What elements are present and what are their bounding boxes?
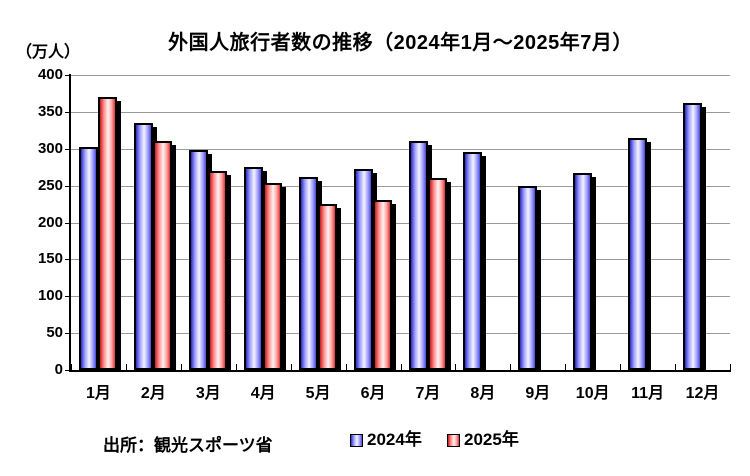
legend-item-2024年: 2024年	[350, 431, 422, 449]
x-tick-12	[730, 364, 731, 370]
x-tick-9	[565, 364, 567, 370]
x-axis-label-2月: 2月	[140, 385, 166, 402]
x-tick-10	[620, 364, 622, 370]
y-tick-300	[65, 148, 71, 150]
x-axis-label-7月: 7月	[415, 385, 441, 402]
y-tick-150	[65, 259, 71, 261]
legend-label: 2024年	[367, 430, 422, 449]
x-axis-label-4月: 4月	[250, 385, 276, 402]
y-tick-0	[65, 370, 71, 371]
bar-2024年-5月	[298, 176, 318, 370]
x-tick-0	[71, 364, 72, 370]
x-axis-label-12月: 12月	[685, 385, 720, 402]
y-axis-label-350: 350	[37, 102, 63, 120]
x-tick-4	[290, 364, 292, 370]
gridline-350	[71, 111, 730, 113]
bar-2025年-6月	[372, 200, 392, 370]
bar-2024年-6月	[353, 168, 373, 370]
y-tick-400	[65, 75, 71, 76]
bar-2024年-9月	[518, 185, 538, 370]
y-tick-250	[65, 185, 71, 187]
y-axis-label-100: 100	[37, 287, 63, 305]
x-tick-3	[235, 364, 237, 370]
bar-2024年-2月	[133, 122, 153, 370]
y-axis-label-250: 250	[37, 176, 63, 194]
bar-2024年-11月	[628, 138, 648, 370]
x-axis-label-1月: 1月	[86, 385, 111, 402]
y-axis-label-400: 400	[37, 66, 63, 83]
x-axis-label-6月: 6月	[360, 385, 386, 402]
x-tick-2	[180, 364, 182, 370]
bar-2024年-3月	[188, 150, 208, 370]
x-axis-line	[69, 370, 731, 372]
bar-2024年-7月	[408, 141, 428, 370]
chart-title: 外国人旅行者数の推移（2024年1月～2025年7月）	[168, 32, 633, 54]
bar-2024年-12月	[683, 103, 703, 370]
x-tick-1	[125, 364, 127, 370]
gridline-150	[71, 259, 730, 261]
y-axis-label-300: 300	[37, 139, 63, 157]
bar-2025年-5月	[317, 204, 337, 370]
y-axis-label-200: 200	[37, 213, 63, 231]
y-tick-100	[65, 296, 71, 298]
x-tick-5	[345, 364, 347, 370]
x-axis-label-11月: 11月	[631, 385, 665, 402]
bar-2024年-10月	[573, 173, 593, 370]
y-axis-label-50: 50	[46, 324, 63, 342]
gridline-50	[71, 333, 730, 335]
y-axis-unit-label: （万人）	[16, 44, 81, 61]
x-axis-label-5月: 5月	[305, 385, 331, 402]
gridline-200	[71, 222, 730, 224]
legend-item-2025年: 2025年	[447, 431, 519, 449]
gridline-250	[71, 185, 730, 187]
x-axis-label-8月: 8月	[470, 385, 496, 402]
y-tick-50	[65, 333, 71, 335]
legend-swatch-icon	[447, 433, 460, 447]
gridline-300	[71, 148, 730, 150]
gridline-100	[71, 296, 730, 298]
x-axis-label-10月: 10月	[575, 385, 610, 402]
bar-2025年-2月	[152, 140, 172, 370]
y-tick-350	[65, 111, 71, 113]
x-tick-8	[510, 364, 512, 370]
source-label: 出所：観光スポーツ省	[103, 436, 273, 455]
y-axis-line	[69, 74, 71, 371]
x-tick-7	[455, 364, 457, 370]
legend-label: 2025年	[464, 430, 519, 449]
x-axis-label-9月: 9月	[525, 385, 551, 402]
bar-2025年-1月	[98, 97, 117, 370]
y-tick-200	[65, 222, 71, 224]
legend-swatch-icon	[350, 433, 363, 447]
bar-2025年-4月	[262, 183, 282, 370]
x-tick-11	[675, 364, 677, 370]
bar-2025年-3月	[207, 170, 227, 370]
bar-2025年-7月	[427, 178, 447, 370]
gridline-400	[71, 75, 730, 76]
x-tick-6	[400, 364, 402, 370]
bar-2024年-1月	[79, 146, 98, 370]
bar-2024年-4月	[243, 167, 263, 370]
x-axis-label-3月: 3月	[195, 385, 221, 402]
y-axis-label-150: 150	[37, 250, 63, 268]
bar-2024年-8月	[463, 152, 483, 370]
y-axis-label-0: 0	[54, 361, 63, 378]
